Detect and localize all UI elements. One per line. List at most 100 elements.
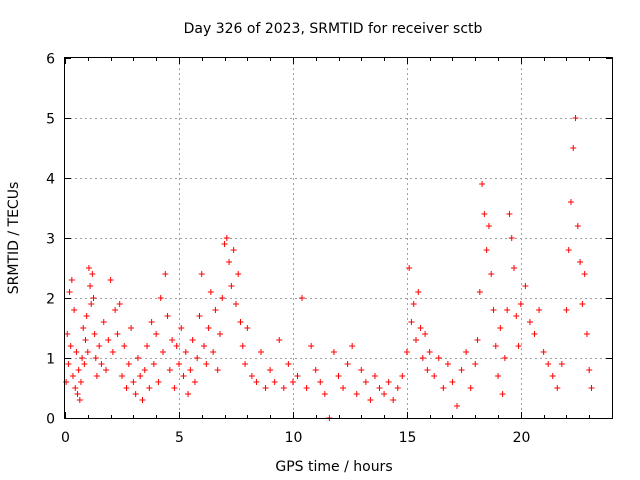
data-point [79,355,86,361]
data-point [153,331,160,337]
chart-title: Day 326 of 2023, SRMTID for receiver sct… [184,21,483,37]
data-point [385,379,392,385]
data-point [223,235,230,241]
data-point [362,379,369,385]
data-point [335,373,342,379]
data-point [435,355,442,361]
data-point [196,313,203,319]
data-point [390,397,397,403]
data-point [128,325,135,331]
data-point [100,319,107,325]
data-point [554,385,561,391]
data-point [72,385,79,391]
data-point [235,271,242,277]
data-point [155,379,162,385]
data-point [98,361,105,367]
data-point [485,223,492,229]
tick-labels: 0 5 10 15 20 0 1 2 3 4 5 6 [46,52,530,447]
data-point [526,319,533,325]
data-point [294,373,301,379]
data-point [109,349,116,355]
data-point [394,385,401,391]
data-point [80,325,87,331]
data-point [96,343,103,349]
data-point [458,367,465,373]
data-point [148,319,155,325]
data-point [112,307,119,313]
data-point [581,271,588,277]
x-tick-label: 10 [285,430,303,446]
data-point [583,331,590,337]
data-point [103,367,110,373]
data-point [114,331,121,337]
y-tick-label: 0 [46,412,55,428]
data-point [83,313,90,319]
data-point [162,271,169,277]
data-point [586,367,593,373]
data-point [563,307,570,313]
data-point [317,379,324,385]
data-point [515,343,522,349]
data-point [506,211,513,217]
data-point [488,271,495,277]
data-point [73,349,80,355]
data-point [85,265,92,271]
data-point [173,343,180,349]
data-point [510,265,517,271]
data-point [205,325,212,331]
data-point [406,265,413,271]
data-point [82,337,89,343]
data-point [340,385,347,391]
data-point [90,295,97,301]
data-point [65,361,72,367]
data-point [415,289,422,295]
data-point [123,385,130,391]
data-point [353,391,360,397]
data-point [412,337,419,343]
data-point [577,259,584,265]
data-point [472,361,479,367]
data-point [474,337,481,343]
data-point [180,373,187,379]
data-point [203,361,210,367]
data-point [175,361,182,367]
axis-ticks [65,58,612,419]
data-point [91,331,98,337]
data-point [216,331,223,337]
data-point [87,283,94,289]
data-point [303,385,310,391]
data-point [130,379,137,385]
data-point [424,367,431,373]
y-tick-label: 6 [46,52,55,68]
data-point [160,349,167,355]
data-point [312,367,319,373]
data-point [244,325,251,331]
data-point [403,349,410,355]
data-point [75,367,82,373]
data-point [371,373,378,379]
data-point [230,247,237,253]
data-point [198,271,205,277]
data-point [228,283,235,289]
data-point [536,307,543,313]
data-point [221,241,228,247]
data-point [74,391,81,397]
data-point [467,385,474,391]
data-point [185,391,192,397]
grid-lines [65,58,612,418]
plot-frame [64,57,613,419]
data-point [497,325,504,331]
data-point [558,361,565,367]
data-point [67,343,74,349]
data-point [308,343,315,349]
data-point [495,373,502,379]
data-point [132,391,139,397]
data-point [139,397,146,403]
data-point [517,301,524,307]
x-axis-label: GPS time / hours [275,459,392,475]
data-point [118,373,125,379]
data-point [194,355,201,361]
data-point [214,367,221,373]
data-point [422,331,429,337]
data-point [376,385,383,391]
